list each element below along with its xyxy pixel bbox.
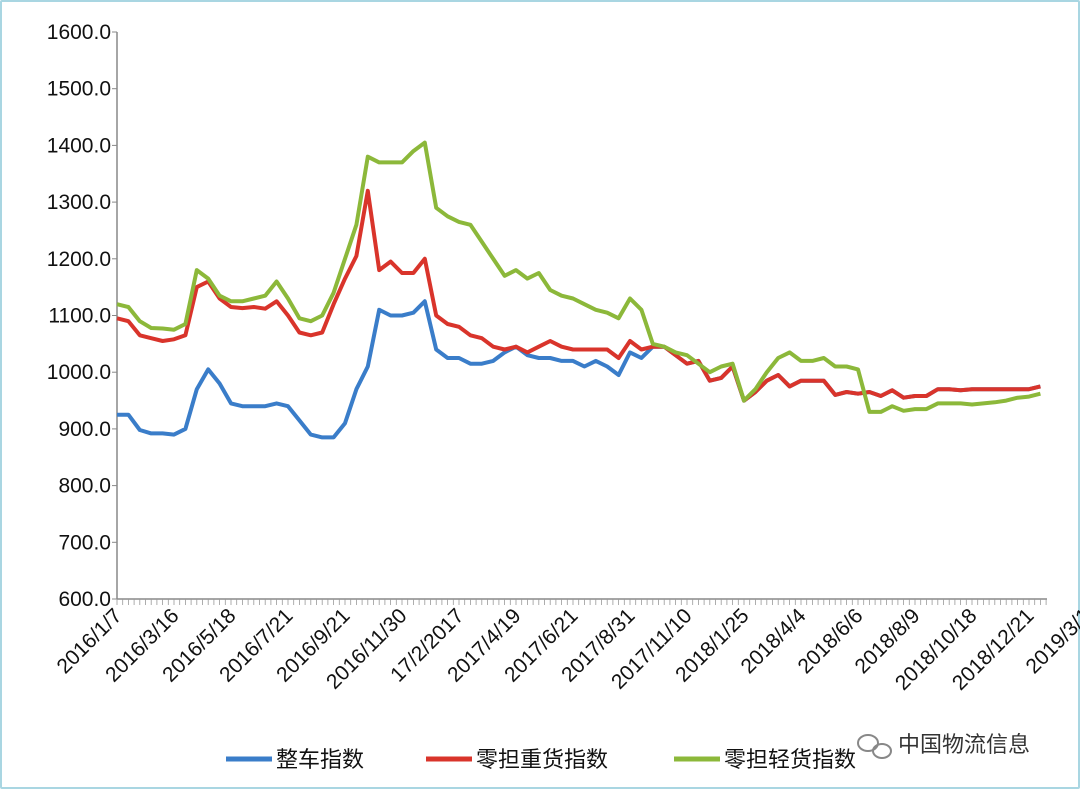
wechat-icon (858, 735, 891, 758)
y-tick-label: 700.0 (58, 531, 111, 554)
y-tick-label: 1600.0 (47, 21, 111, 44)
series-line-0 (117, 301, 1040, 437)
legend-label-1: 零担重货指数 (476, 747, 608, 772)
legend-label-2: 零担轻货指数 (724, 747, 856, 772)
y-tick-label: 1200.0 (47, 248, 111, 271)
y-axis: 600.0 700.0 800.0 900.0 1000.0 1100.0 1200.0 13… (47, 21, 117, 611)
series-line-2 (117, 143, 1040, 412)
watermark: 中国物流信息 (858, 732, 1030, 758)
y-tick-label: 1100.0 (48, 305, 111, 328)
y-tick-label: 1000.0 (47, 361, 111, 384)
y-tick-label: 800.0 (58, 475, 111, 498)
y-tick-label: 1500.0 (47, 78, 111, 101)
legend: 整车指数 零担重货指数 零担轻货指数 (226, 747, 856, 772)
series-lines (117, 142, 1041, 437)
legend-label-0: 整车指数 (276, 747, 364, 772)
y-tick-label: 600.0 (58, 588, 111, 611)
y-tick-label: 1300.0 (47, 191, 111, 214)
series-line-1 (117, 191, 1040, 401)
y-tick-label: 1400.0 (47, 134, 111, 157)
watermark-text: 中国物流信息 (898, 732, 1030, 757)
x-axis: 2016/1/72016/3/162016/5/182016/7/212016/… (52, 599, 1080, 695)
y-tick-label: 900.0 (58, 418, 111, 441)
